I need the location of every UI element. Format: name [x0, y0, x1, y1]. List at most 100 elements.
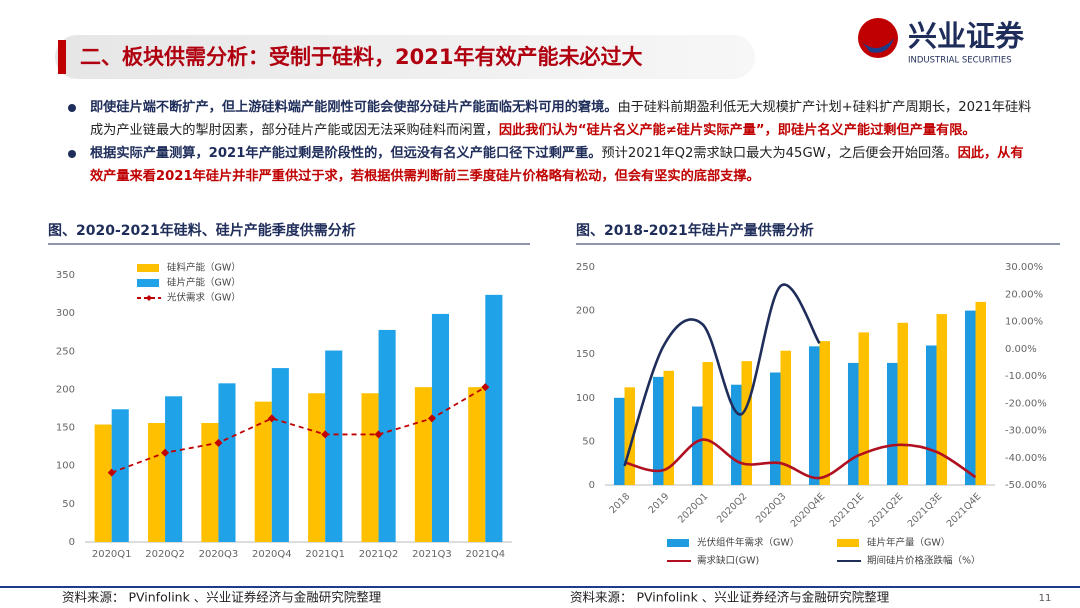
bar — [652, 376, 664, 485]
bar — [468, 387, 486, 542]
bar — [936, 314, 948, 485]
bar — [730, 384, 742, 485]
bar — [94, 424, 112, 542]
x-tick-label: 2021Q2E — [867, 491, 906, 530]
y2-tick-label: 0.00% — [1005, 344, 1037, 355]
bar — [702, 362, 714, 485]
y2-tick-label: 30.00% — [1005, 262, 1043, 273]
x-tick-label: 2020Q3 — [754, 491, 788, 525]
legend-label: 硅片年产量（GW） — [867, 537, 950, 549]
x-tick-label: 2020Q1 — [92, 549, 132, 560]
y-tick-label: 250 — [576, 262, 595, 273]
bar — [624, 387, 636, 485]
page-number: 11 — [1039, 593, 1052, 604]
y-tick-label: 200 — [576, 306, 595, 317]
x-tick-label: 2021Q2 — [359, 549, 399, 560]
bullet-body: 预计2021年Q2需求缺口最大为45GW，之后便会开始回落。 — [601, 146, 958, 161]
bar — [218, 383, 236, 542]
bar — [431, 313, 450, 542]
bullet-conclusion: 因此，从有效产量来看2021年硅片并非严重供过于求，若根据供需判断前三季度硅片价… — [90, 146, 1024, 184]
y2-tick-label: 20.00% — [1005, 289, 1043, 300]
x-tick-label: 2021Q3 — [412, 549, 452, 560]
legend-label: 光伏需求（GW） — [167, 292, 241, 304]
y-tick-label: 350 — [56, 270, 75, 281]
source-note: 资料来源： PVinfolink 、兴业证券经济与金融研究院整理 — [62, 590, 382, 605]
y-tick-label: 50 — [582, 436, 595, 447]
legend-label: 硅片产能（GW） — [167, 277, 241, 289]
bar — [769, 372, 781, 485]
bar — [361, 393, 379, 542]
legend-label: 需求缺口(GW) — [697, 555, 759, 567]
y2-tick-label: -30.00% — [1005, 426, 1047, 437]
x-tick-label: 2020Q4 — [252, 549, 292, 560]
bar — [485, 294, 503, 542]
bar — [780, 350, 792, 485]
bar — [308, 393, 326, 542]
legend-swatch — [837, 539, 859, 547]
y2-tick-label: -40.00% — [1005, 453, 1047, 464]
bar — [111, 409, 129, 542]
bar — [741, 361, 753, 485]
line-series — [624, 438, 977, 480]
source-note: 资料来源： PVinfolink 、兴业证券经济与金融研究院整理 — [570, 590, 890, 605]
y-tick-label: 0 — [69, 537, 75, 548]
line-marker — [161, 448, 170, 457]
logo-text: 兴业证券 — [908, 19, 1025, 53]
bullet: 根据实际产量测算，2021年产能过剩是阶段性的，但远没有名义产能口径下过剩严重。… — [62, 142, 1032, 188]
bar — [271, 368, 289, 542]
x-tick-label: 2020Q3 — [199, 549, 239, 560]
bar — [819, 341, 831, 485]
y-tick-label: 100 — [56, 461, 75, 472]
logo-subtext: INDUSTRIAL SECURITIES — [908, 56, 1012, 66]
line-marker — [427, 414, 436, 423]
x-tick-label: 2021Q4E — [945, 491, 984, 530]
bar — [886, 362, 898, 485]
y-tick-label: 150 — [576, 349, 595, 360]
bar — [858, 332, 870, 485]
x-tick-label: 2020Q2 — [715, 491, 749, 525]
legend-swatch — [667, 539, 689, 547]
y-tick-label: 50 — [62, 499, 75, 510]
line-marker — [107, 468, 116, 477]
x-tick-label: 2021Q1E — [828, 491, 867, 530]
bullet-list: 即使硅片端不断扩产，但上游硅料端产能刚性可能会使部分硅片产能面临无料可用的窘境。… — [62, 96, 1032, 188]
title-marker — [58, 40, 66, 74]
line-series — [111, 386, 486, 474]
bullet-body: 由于硅料前期盈利低无大规模扩产计划+硅料扩产周期长，2021年硅料成为产业链最大… — [90, 100, 1032, 138]
x-tick-label: 2021Q3E — [906, 491, 945, 530]
x-tick-label: 2021Q4 — [465, 549, 505, 560]
bar — [147, 422, 166, 542]
bar — [975, 301, 987, 485]
bullet-lead: 根据实际产量测算，2021年产能过剩是阶段性的，但远没有名义产能口径下过剩严重。 — [90, 146, 602, 161]
y-tick-label: 300 — [56, 308, 75, 319]
legend-swatch — [137, 279, 159, 287]
bar — [254, 401, 272, 542]
bar — [964, 310, 976, 485]
bar — [691, 406, 703, 485]
line-marker — [481, 383, 490, 392]
x-tick-label: 2018 — [608, 491, 633, 516]
y-tick-label: 250 — [56, 346, 75, 357]
y-tick-label: 200 — [56, 384, 75, 395]
x-tick-label: 2019 — [647, 491, 672, 516]
x-tick-label: 2021Q1 — [305, 549, 345, 560]
chart-title: 图、2020-2021年硅料、硅片产能季度供需分析 — [48, 222, 356, 239]
y2-tick-label: 10.00% — [1005, 317, 1043, 328]
legend-label: 硅料产能（GW） — [167, 262, 241, 274]
bar — [378, 329, 396, 542]
x-tick-label: 2020Q4E — [789, 491, 828, 530]
bar — [165, 396, 183, 542]
y-tick-label: 100 — [576, 393, 595, 404]
bar — [325, 350, 343, 542]
bar — [201, 422, 219, 542]
chart-title: 图、2018-2021年硅片产量供需分析 — [576, 222, 814, 239]
y-tick-label: 150 — [56, 423, 75, 434]
legend-label: 光伏组件年需求（GW） — [697, 537, 799, 549]
bar — [925, 345, 937, 485]
y2-tick-label: -50.00% — [1005, 480, 1047, 491]
bar — [663, 370, 675, 485]
legend-swatch — [146, 295, 152, 301]
x-tick-label: 2020Q1 — [676, 491, 710, 525]
